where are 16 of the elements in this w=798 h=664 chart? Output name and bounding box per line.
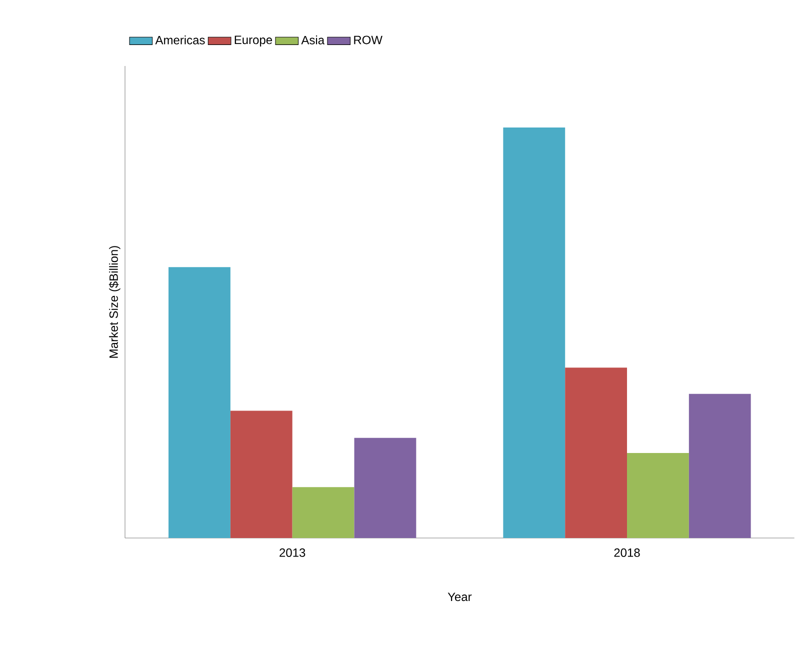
x-tick-label: 2013 bbox=[280, 548, 306, 557]
x-axis-title: Year bbox=[448, 592, 472, 602]
x-tick-label: 2018 bbox=[614, 548, 640, 557]
legend-label: Americas bbox=[155, 36, 205, 44]
legend-label: Europe bbox=[234, 36, 272, 47]
bar bbox=[627, 453, 689, 538]
y-axis-title: Market Size ($Billion) bbox=[108, 246, 120, 358]
bar bbox=[292, 487, 354, 538]
bar bbox=[688, 394, 751, 538]
bar bbox=[565, 368, 628, 538]
bar bbox=[168, 267, 230, 538]
bar bbox=[354, 438, 416, 538]
bar bbox=[230, 410, 292, 538]
legend-label: ROW bbox=[354, 36, 382, 44]
bar bbox=[503, 128, 566, 538]
legend-label: Asia bbox=[301, 36, 325, 44]
